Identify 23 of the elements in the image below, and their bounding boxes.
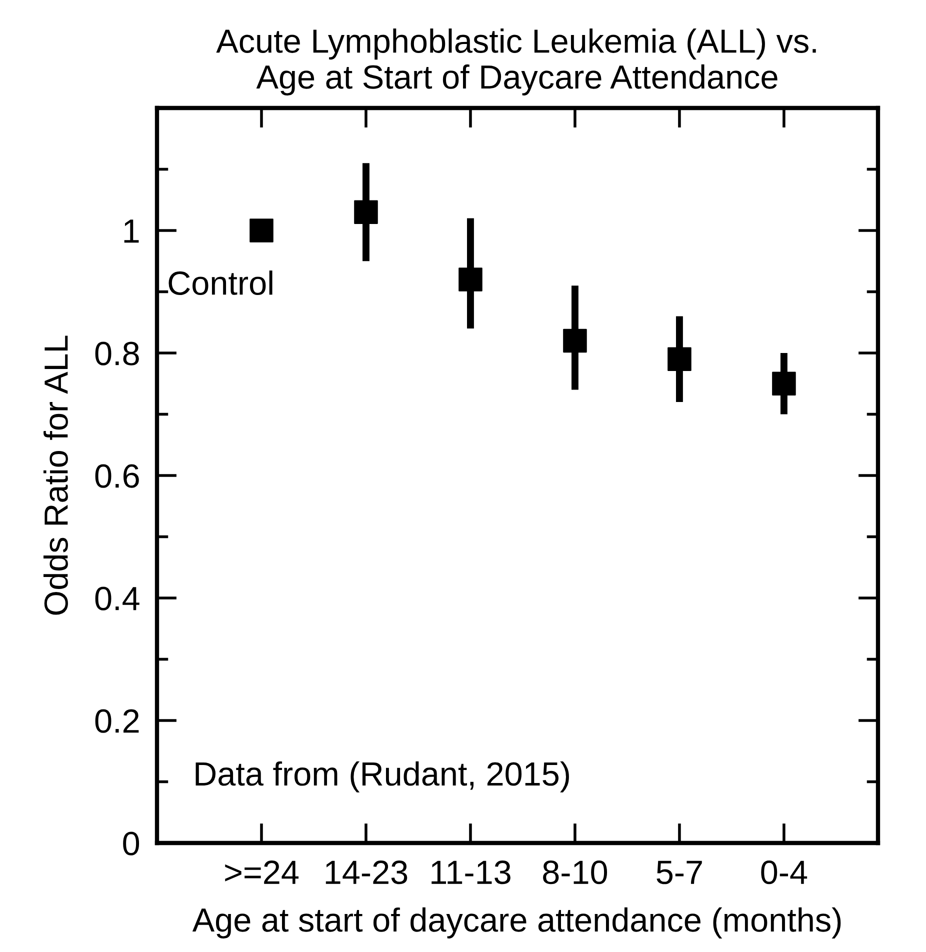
y-tick-label: 0.2 [95,709,139,733]
annotation: Data from (Rudant, 2015) [196,761,569,792]
x-tick-label: 5-7 [656,860,702,884]
point [772,372,796,396]
y-tick-label: 0.6 [95,464,139,488]
x-tick-label: 11-13 [432,860,510,884]
chart-title: Acute Lymphoblastic Leukemia (ALL) vs. Age at Start of Daycare Attendance [216,28,816,96]
point [668,347,692,372]
point [458,268,482,292]
x-tick-label: 0-4 [761,860,808,884]
y-tick-label: 1 [124,220,139,243]
point [354,200,378,224]
x-tick-label: >=24 [225,860,299,884]
x-tick-label: 14-23 [326,860,408,884]
y-axis-title: Odds Ratio for ALL [43,336,68,615]
point [250,218,274,242]
annotation: Control [168,270,272,296]
y-tick-label: 0 [123,832,140,856]
x-tick-label: 8-10 [543,860,608,884]
point [563,328,587,353]
y-tick-label: 0.8 [95,342,139,366]
x-axis-title: Age at start of daycare attendance (months) [192,907,841,938]
y-tick-label: 0.4 [95,586,140,610]
